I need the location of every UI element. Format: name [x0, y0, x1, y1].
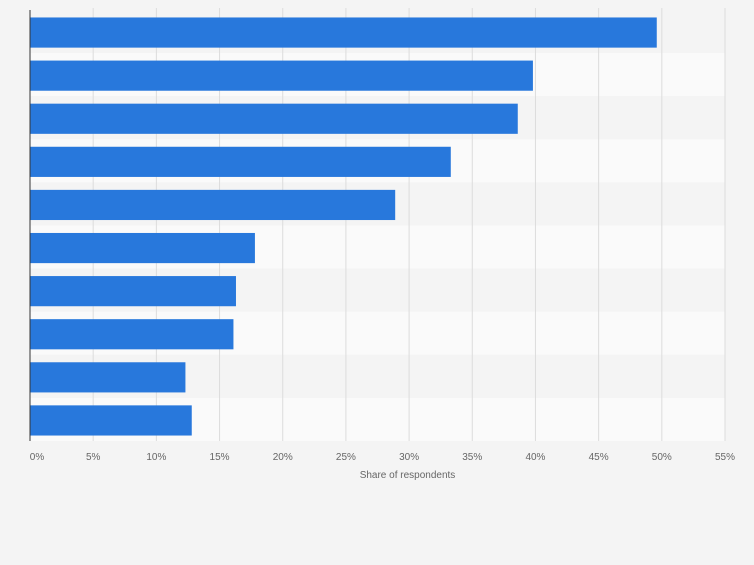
x-tick-label: 15%	[210, 452, 230, 463]
x-tick-label: 55%	[715, 452, 735, 463]
bar	[30, 232, 255, 264]
bar	[30, 276, 236, 307]
bar	[30, 189, 396, 221]
x-tick-label: 35%	[462, 452, 482, 463]
x-tick-label: 40%	[525, 452, 545, 463]
x-tick-label: 30%	[399, 452, 419, 463]
x-tick-label: 50%	[652, 452, 672, 463]
x-tick-label: 10%	[146, 452, 166, 463]
bar	[30, 17, 657, 48]
bar	[30, 146, 451, 177]
bars	[30, 17, 657, 436]
bar	[30, 103, 518, 134]
bar	[30, 362, 186, 393]
bar	[30, 405, 192, 436]
x-tick-label: 20%	[273, 452, 293, 463]
x-tick-label: 5%	[86, 452, 101, 463]
bar	[30, 319, 234, 350]
x-tick-label: 45%	[589, 452, 609, 463]
x-tick-label: 25%	[336, 452, 356, 463]
x-axis-title: Share of respondents	[360, 470, 456, 481]
x-tick-label: 0%	[30, 452, 45, 463]
bar	[30, 60, 533, 91]
x-tick-labels: 0% 5% 10% 15% 20% 25% 30% 35% 40% 45% 50% 55%	[30, 452, 735, 463]
